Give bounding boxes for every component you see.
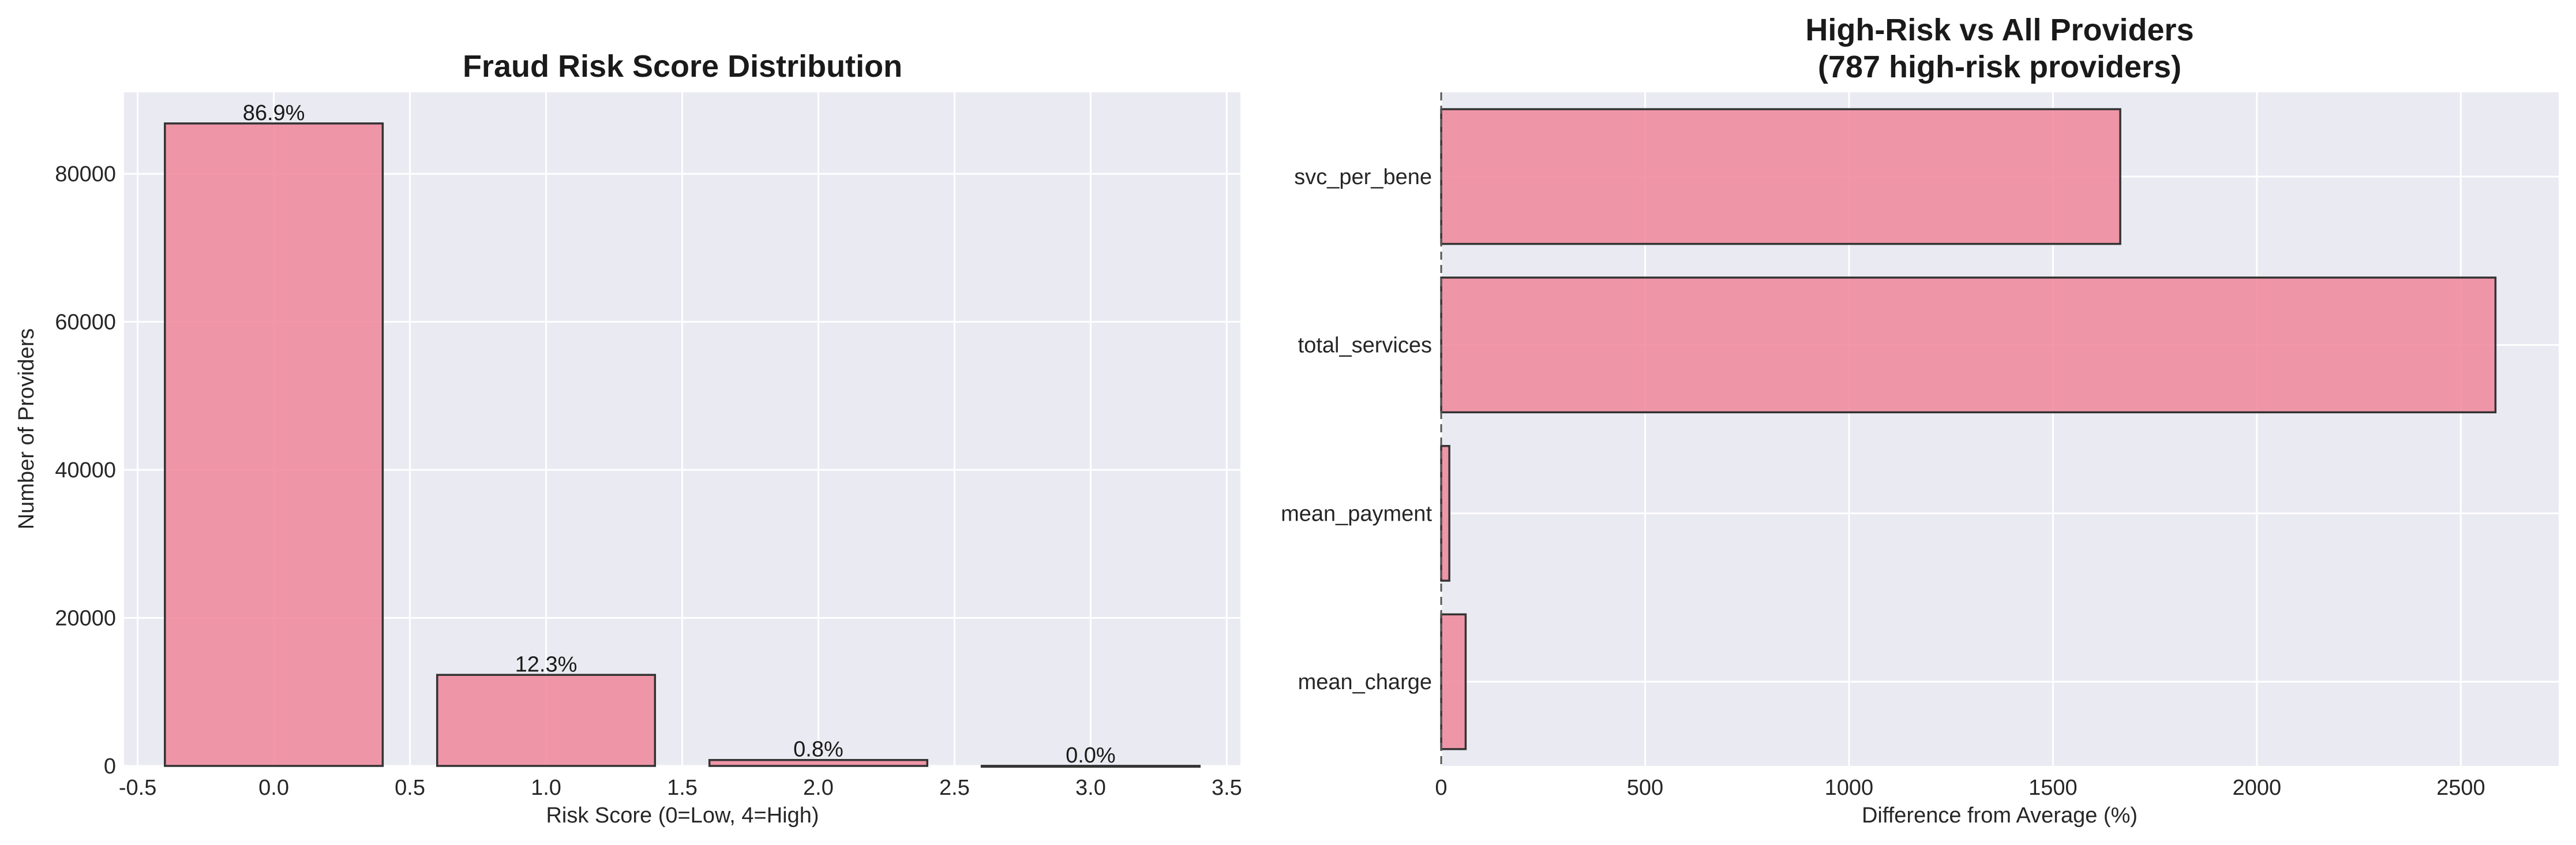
y-axis-label: Number of Providers: [14, 328, 39, 529]
category-label: total_services: [1298, 334, 1432, 358]
chart-title-line: (787 high-risk providers): [1818, 50, 2181, 84]
x-tick-label: 0: [1435, 776, 1447, 800]
bar-value-labels: 86.9% 12.3% 0.8% 0.0%: [243, 101, 1116, 768]
bar: [164, 122, 384, 767]
x-tick-label: 2000: [2233, 776, 2282, 800]
bar: [436, 674, 657, 767]
x-tick-label: 1500: [2028, 776, 2078, 800]
category-label: svc_per_bene: [1294, 165, 1432, 189]
bar-value-label: 86.9%: [243, 101, 305, 125]
y-tick-label: 0: [104, 754, 116, 779]
x-tick-label: 0.5: [395, 776, 425, 800]
y-tick-labels: 0 20000 40000 60000 80000: [55, 162, 116, 779]
x-tick-label: -0.5: [119, 776, 156, 800]
x-tick-label: 2500: [2436, 776, 2485, 800]
x-axis-label: Risk Score (0=Low, 4=High): [546, 803, 819, 828]
bars: [1440, 108, 2497, 750]
x-axis-label: Difference from Average (%): [1862, 803, 2138, 828]
bar: [1440, 444, 1450, 582]
bar: [708, 758, 929, 767]
x-tick-label: 1.0: [531, 776, 561, 800]
bar: [1440, 613, 1467, 750]
x-tick-label: 3.0: [1075, 776, 1106, 800]
bar-value-label: 12.3%: [515, 652, 578, 676]
category-labels: svc_per_bene total_services mean_paymentme…: [1281, 165, 1432, 694]
y-tick-label: 40000: [55, 458, 116, 483]
chart-title: High-Risk vs All Providers (787 high-risk…: [1805, 13, 2193, 84]
risk-score-distribution-chart: 86.9% 12.3% 0.8% 0.0% -0.5 0.0 0.5 1.0 1.5 2.0 2.…: [14, 49, 1242, 828]
x-tick-label: 0.0: [258, 776, 289, 800]
x-tick-labels: -0.5 0.0 0.5 1.0 1.5 2.0 2.5 3.0 3.5: [119, 776, 1242, 800]
high-risk-comparison-chart: 0 500 1000 1500 2000 2500 svc_per_bene total_s…: [1281, 13, 2559, 828]
bars: [164, 122, 1201, 768]
x-tick-label: 2.0: [803, 776, 834, 800]
bar-value-label: 0.8%: [793, 738, 843, 762]
bar-value-label: 0.0%: [1066, 743, 1116, 768]
chart-title: Fraud Risk Score Distribution: [463, 49, 902, 84]
category-label: mean_payment: [1281, 502, 1432, 526]
x-tick-label: 3.5: [1212, 776, 1242, 800]
x-tick-labels: 0 500 1000 1500 2000 2500: [1435, 776, 2485, 800]
x-tick-label: 2.5: [939, 776, 970, 800]
chart-title-line: High-Risk vs All Providers: [1805, 13, 2193, 47]
category-label: mean_charge: [1298, 670, 1432, 694]
y-tick-label: 20000: [55, 607, 116, 631]
y-tick-label: 60000: [55, 311, 116, 335]
bar: [980, 765, 1201, 768]
x-tick-label: 500: [1627, 776, 1663, 800]
y-tick-label: 80000: [55, 162, 116, 186]
bar: [1440, 276, 2497, 414]
x-tick-label: 1000: [1825, 776, 1874, 800]
x-tick-label: 1.5: [667, 776, 698, 800]
bar: [1440, 108, 2121, 245]
